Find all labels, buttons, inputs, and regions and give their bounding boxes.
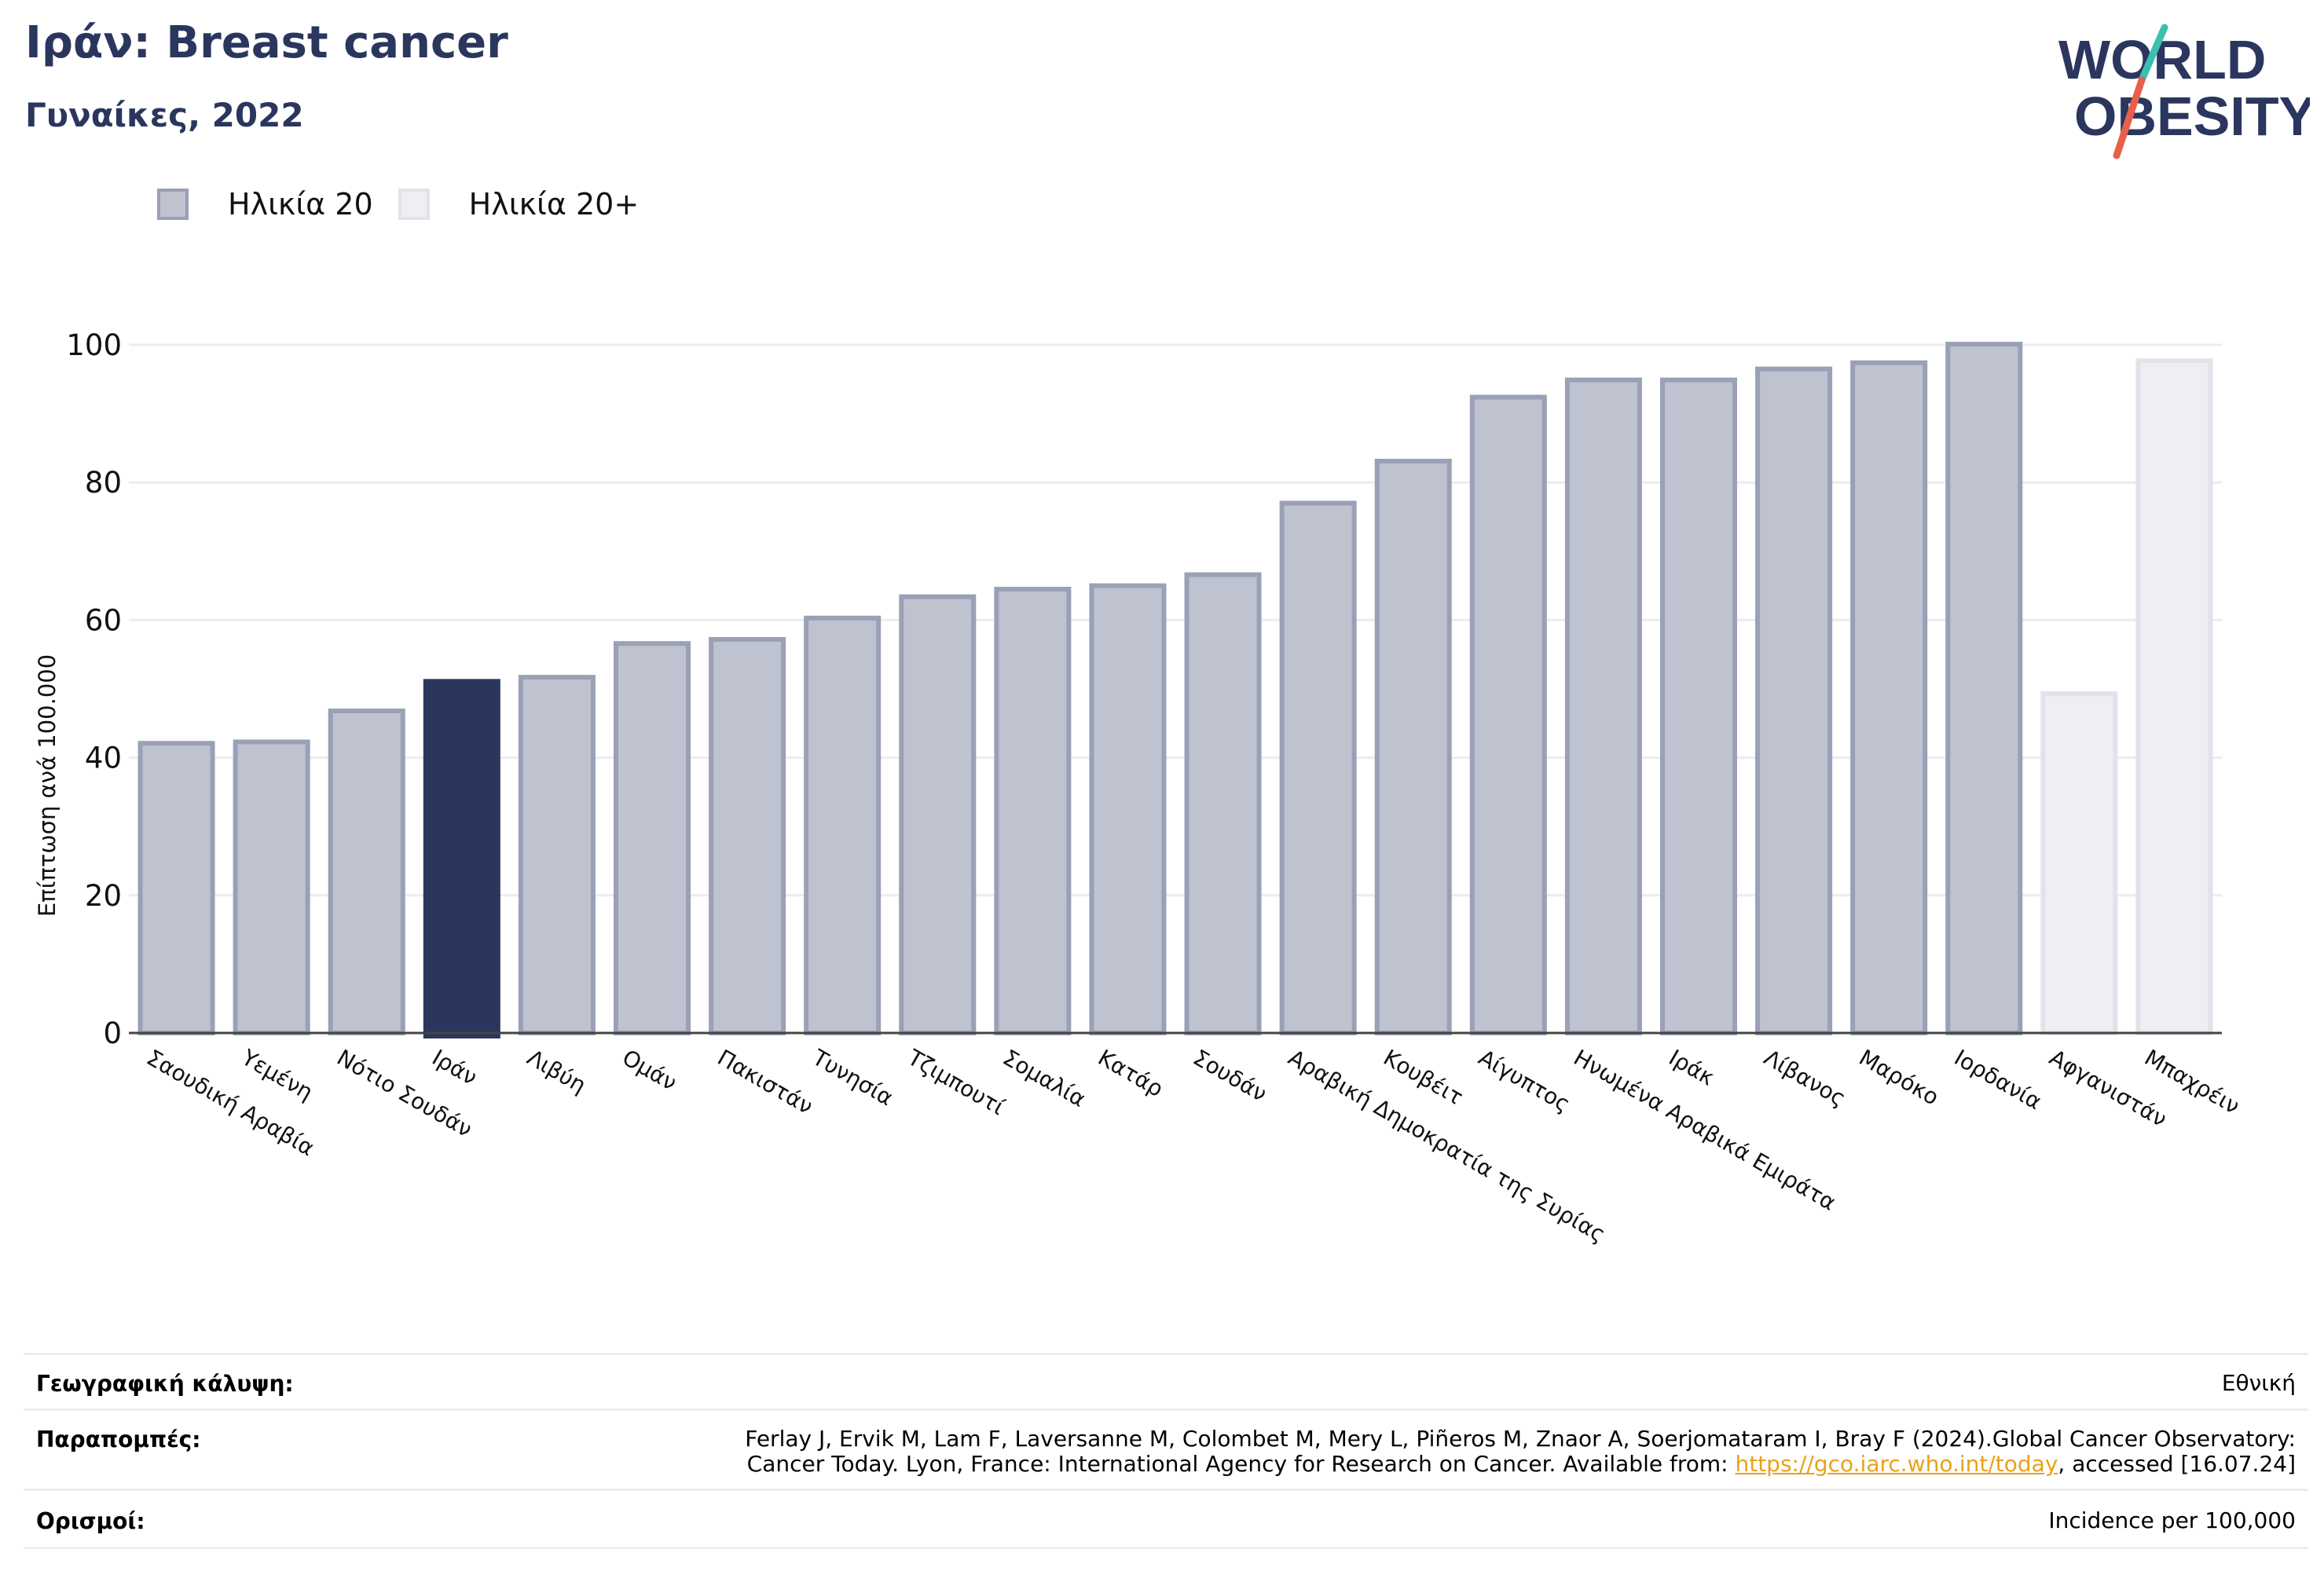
world-obesity-logo: WORLD OBESITY	[2058, 24, 2310, 159]
x-tick-label: Μαρόκο	[1855, 1044, 1944, 1110]
bar[interactable]	[1184, 572, 1262, 1035]
x-tick-label: Λιβύη	[522, 1044, 590, 1098]
bar[interactable]	[1564, 377, 1642, 1035]
coverage-value: Εθνική	[2221, 1370, 2296, 1396]
bar[interactable]	[1374, 459, 1452, 1035]
references-label: Παραπομπές:	[36, 1427, 201, 1452]
x-tick-label: Ομάν	[618, 1044, 682, 1096]
footer-row-definitions: Ορισμοί: Incidence per 100,000	[24, 1489, 2308, 1549]
footer-row-references: Παραπομπές: Ferlay J, Ervik M, Lam F, La…	[24, 1408, 2308, 1489]
bar[interactable]	[1279, 500, 1357, 1035]
x-tick-label: Πακιστάν	[713, 1044, 818, 1119]
logo-text-obesity: OBESITY	[2074, 86, 2310, 147]
bar[interactable]	[423, 679, 500, 1038]
bar[interactable]	[709, 636, 786, 1035]
bar[interactable]	[1469, 394, 1547, 1035]
logo-slash-teal	[2138, 24, 2168, 84]
bar[interactable]	[2135, 358, 2213, 1035]
bar[interactable]	[328, 709, 405, 1035]
x-tick-label: Ιράν	[427, 1044, 482, 1090]
x-tick-label: Τζιμπουτί	[903, 1044, 1010, 1120]
y-tick-label: 60	[85, 603, 122, 637]
legend-label: Ηλικία 20+	[468, 187, 640, 222]
definitions-label: Ορισμοί:	[36, 1508, 145, 1534]
x-tick-label: Υεμένη	[236, 1044, 317, 1105]
bar[interactable]	[233, 739, 310, 1036]
legend-swatch-age-20	[157, 189, 189, 220]
legend-label: Ηλικία 20	[228, 187, 373, 222]
legend-item-age-20[interactable]: Ηλικία 20	[157, 187, 373, 222]
references-line-2: Cancer Today. Lyon, France: Internationa…	[745, 1452, 2296, 1477]
bar[interactable]	[613, 641, 691, 1036]
x-tick-label: Λίβανος	[1760, 1044, 1850, 1112]
bar[interactable]	[518, 675, 596, 1035]
page-subtitle: Γυναίκες, 2022	[25, 96, 304, 134]
bar[interactable]	[137, 741, 215, 1035]
references-link[interactable]: https://gco.iarc.who.int/today	[1735, 1451, 2058, 1477]
bar[interactable]	[1850, 360, 1928, 1035]
references-value: Ferlay J, Ervik M, Lam F, Laversanne M, …	[745, 1427, 2296, 1477]
bar[interactable]	[1659, 377, 1738, 1035]
x-tick-label: Σομαλία	[999, 1044, 1091, 1112]
page-title: Ιράν: Breast cancer	[25, 17, 508, 68]
y-axis-label: Επίπτωση ανά 100.000	[34, 654, 60, 917]
x-tick-label: Σαουδική Αραβία	[142, 1044, 319, 1161]
references-line-2-suffix: , accessed [16.07.24]	[2058, 1451, 2296, 1477]
bar[interactable]	[1089, 583, 1167, 1035]
x-tick-label: Κατάρ	[1094, 1044, 1167, 1102]
x-tick-label: Σουδάν	[1189, 1044, 1271, 1107]
bar[interactable]	[899, 594, 977, 1035]
y-tick-label: 20	[85, 879, 122, 913]
x-tick-label: Ιορδανία	[1950, 1044, 2046, 1115]
x-tick-label: Αραβική Δημοκρατία της Συρίας	[1284, 1044, 1610, 1247]
x-tick-label: Αίγυπτος	[1474, 1044, 1574, 1117]
bar[interactable]	[2040, 691, 2118, 1036]
y-tick-label: 80	[85, 466, 122, 500]
footer-row-coverage: Γεωγραφική κάλυψη: Εθνική	[24, 1353, 2308, 1408]
x-tick-label: Ιράκ	[1665, 1044, 1719, 1090]
y-tick-label: 100	[66, 328, 122, 362]
y-tick-label: 0	[103, 1016, 122, 1050]
footer-table: Γεωγραφική κάλυψη: Εθνική Παραπομπές: Fe…	[24, 1353, 2308, 1549]
references-line-2-prefix: Cancer Today. Lyon, France: Internationa…	[746, 1451, 1736, 1477]
legend-swatch-age-20-plus	[398, 189, 430, 220]
bar[interactable]	[994, 586, 1072, 1035]
references-line-1: Ferlay J, Ervik M, Lam F, Laversanne M, …	[745, 1426, 2296, 1452]
legend: Ηλικία 20 Ηλικία 20+	[157, 181, 664, 228]
bar[interactable]	[804, 615, 882, 1035]
logo-slash-red	[2113, 76, 2146, 159]
y-tick-label: 40	[85, 742, 122, 775]
legend-item-age-20-plus[interactable]: Ηλικία 20+	[398, 187, 640, 222]
coverage-label: Γεωγραφική κάλυψη:	[36, 1371, 294, 1397]
bar[interactable]	[1755, 366, 1833, 1036]
bar[interactable]	[1945, 342, 2023, 1035]
bars-layer	[137, 342, 2213, 1038]
x-tick-label: Τυνησία	[808, 1044, 898, 1111]
definitions-value: Incidence per 100,000	[2048, 1507, 2296, 1533]
